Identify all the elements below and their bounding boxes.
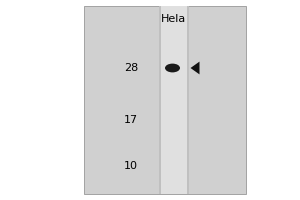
Text: 17: 17 <box>124 115 138 125</box>
Bar <box>159 6 161 194</box>
Text: 28: 28 <box>124 63 138 73</box>
Bar <box>187 6 189 194</box>
Ellipse shape <box>165 64 180 72</box>
Bar <box>84 6 246 194</box>
Text: 10: 10 <box>124 161 138 171</box>
Text: Hela: Hela <box>161 14 187 24</box>
Polygon shape <box>190 62 200 74</box>
Bar <box>159 6 189 194</box>
